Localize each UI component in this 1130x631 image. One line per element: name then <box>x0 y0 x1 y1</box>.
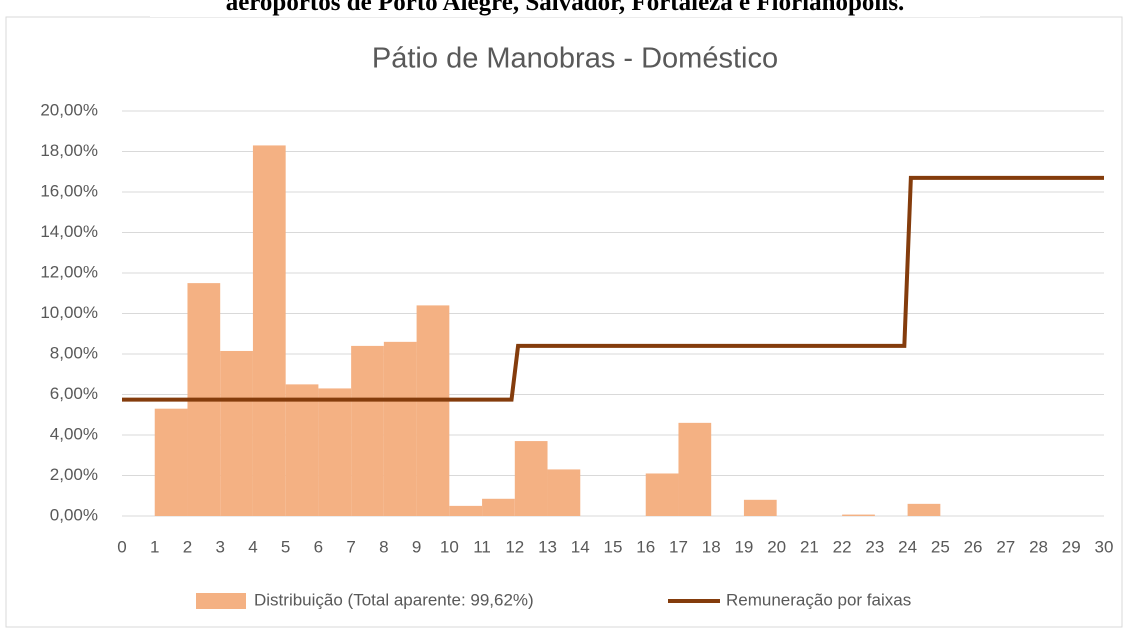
x-tick-label: 29 <box>1062 537 1081 556</box>
y-tick-label: 4,00% <box>50 424 98 443</box>
histogram-bar <box>907 503 941 516</box>
x-tick-label: 4 <box>248 537 257 556</box>
histogram-bar <box>482 498 515 516</box>
x-tick-label: 15 <box>604 537 623 556</box>
x-tick-label: 18 <box>702 537 721 556</box>
y-tick-label: 6,00% <box>50 384 98 403</box>
histogram-bar <box>285 384 319 516</box>
histogram-bar <box>547 469 581 516</box>
histogram-bar <box>220 350 253 516</box>
histogram-bar <box>252 145 286 517</box>
header-title: aeroportos de Porto Alegre, Salvador, Fo… <box>226 0 905 16</box>
x-tick-label: 26 <box>964 537 983 556</box>
y-tick-label: 8,00% <box>50 343 98 362</box>
histogram-bar <box>449 505 483 516</box>
x-tick-label: 20 <box>767 537 786 556</box>
y-tick-label: 12,00% <box>40 262 98 281</box>
x-tick-label: 17 <box>669 537 688 556</box>
x-tick-label: 5 <box>281 537 290 556</box>
histogram-bar <box>743 499 777 516</box>
y-tick-label: 16,00% <box>40 181 98 200</box>
histogram-bar <box>351 345 384 516</box>
histogram-bar <box>842 514 875 516</box>
legend-label: Distribuição (Total aparente: 99,62%) <box>254 590 534 609</box>
chart-title: Pátio de Manobras - Doméstico <box>372 43 778 75</box>
x-tick-label: 30 <box>1095 537 1114 556</box>
x-tick-label: 22 <box>833 537 852 556</box>
x-tick-label: 19 <box>734 537 753 556</box>
x-tick-label: 8 <box>379 537 388 556</box>
x-tick-label: 6 <box>314 537 323 556</box>
x-tick-label: 23 <box>865 537 884 556</box>
x-tick-label: 13 <box>538 537 557 556</box>
x-tick-label: 14 <box>571 537 590 556</box>
y-tick-label: 18,00% <box>40 141 98 160</box>
histogram-bar <box>645 473 679 516</box>
x-tick-label: 0 <box>117 537 126 556</box>
legend-label: Remuneração por faixas <box>726 590 911 609</box>
x-tick-label: 10 <box>440 537 459 556</box>
x-tick-label: 1 <box>150 537 159 556</box>
histogram-bar <box>318 388 352 516</box>
x-tick-label: 9 <box>412 537 421 556</box>
x-tick-label: 28 <box>1029 537 1048 556</box>
histogram-bar <box>514 441 548 516</box>
y-tick-label: 20,00% <box>40 100 98 119</box>
histogram-bar <box>154 408 188 516</box>
x-tick-label: 2 <box>183 537 192 556</box>
x-tick-label: 16 <box>636 537 655 556</box>
y-tick-label: 10,00% <box>40 303 98 322</box>
y-tick-label: 14,00% <box>40 222 98 241</box>
y-tick-label: 0,00% <box>50 505 98 524</box>
header-bg <box>150 0 980 17</box>
histogram-bar <box>383 341 417 516</box>
legend-swatch <box>196 593 246 609</box>
y-tick-label: 2,00% <box>50 465 98 484</box>
x-tick-label: 21 <box>800 537 819 556</box>
x-tick-label: 24 <box>898 537 917 556</box>
x-tick-label: 25 <box>931 537 950 556</box>
x-tick-label: 3 <box>215 537 224 556</box>
chart-frame <box>5 16 1123 628</box>
x-tick-label: 27 <box>996 537 1015 556</box>
step-line <box>122 175 1104 402</box>
x-tick-label: 7 <box>346 537 355 556</box>
histogram-bar <box>416 305 450 516</box>
x-tick-label: 12 <box>505 537 524 556</box>
histogram-bar <box>678 422 712 516</box>
x-tick-label: 11 <box>473 537 491 556</box>
